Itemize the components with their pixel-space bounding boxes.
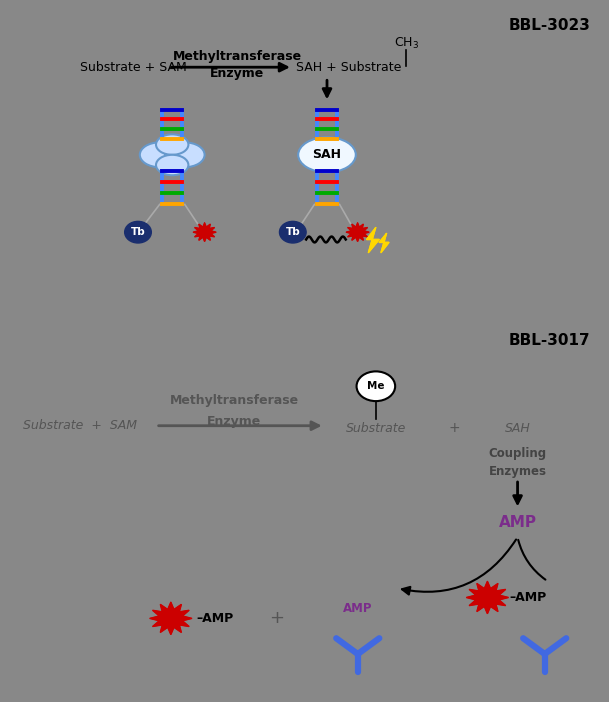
Polygon shape [466,581,509,614]
Ellipse shape [156,155,188,176]
FancyArrowPatch shape [402,539,516,595]
Polygon shape [367,228,379,253]
Text: SAH: SAH [312,148,342,161]
Text: Tb: Tb [286,227,300,237]
Circle shape [125,221,151,243]
Text: SAH: SAH [505,421,530,435]
Text: Coupling: Coupling [488,447,547,460]
Text: BBL-3023: BBL-3023 [509,18,591,32]
Text: Tb: Tb [130,227,146,237]
Text: Me: Me [367,381,385,391]
Text: –AMP: –AMP [510,591,547,604]
Ellipse shape [148,139,197,171]
Text: +: + [448,421,460,435]
Polygon shape [346,223,369,241]
Polygon shape [150,602,192,635]
Text: Enzymes: Enzymes [488,465,546,478]
Text: –AMP: –AMP [196,612,233,625]
Text: AMP: AMP [343,602,373,615]
Text: Enzyme: Enzyme [207,415,261,428]
Text: BBL-3017: BBL-3017 [509,333,591,348]
Text: Enzyme: Enzyme [210,67,264,79]
Text: Substrate  +  SAM: Substrate + SAM [23,419,138,432]
Text: Substrate: Substrate [346,421,406,435]
Circle shape [356,371,395,401]
Text: SAH + Substrate: SAH + Substrate [297,60,402,74]
Ellipse shape [156,134,188,155]
Text: +: + [269,609,284,628]
Ellipse shape [298,138,356,172]
Ellipse shape [140,143,180,167]
Text: Methyltransferase: Methyltransferase [172,51,301,63]
Ellipse shape [165,143,205,167]
Circle shape [280,221,306,243]
FancyArrowPatch shape [518,540,546,580]
Polygon shape [379,234,389,253]
Text: CH$_3$: CH$_3$ [393,37,419,51]
Text: AMP: AMP [499,515,537,530]
Text: Methyltransferase: Methyltransferase [169,394,299,406]
Polygon shape [193,223,216,241]
Text: Substrate + SAM: Substrate + SAM [80,60,187,74]
